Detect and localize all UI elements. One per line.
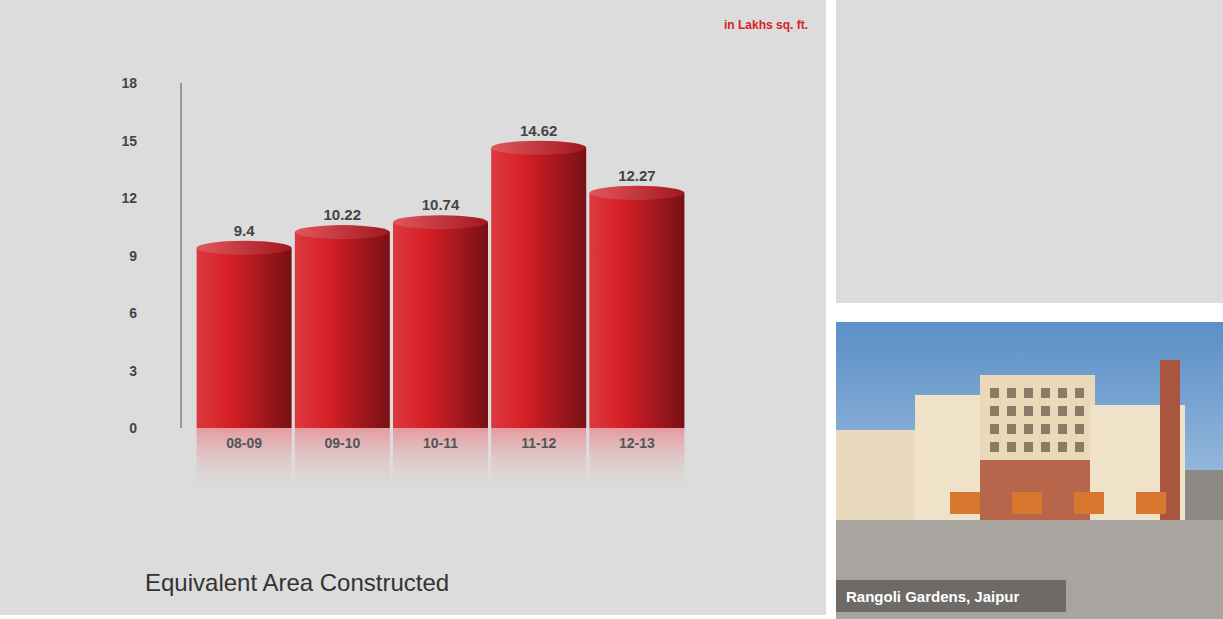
window: [1024, 406, 1033, 416]
data-label: 10.22: [324, 206, 362, 223]
window: [1041, 442, 1050, 452]
y-tick-label: 0: [129, 420, 137, 436]
window: [1024, 442, 1033, 452]
bar: [295, 232, 390, 428]
gate: [1012, 492, 1042, 514]
window: [1007, 388, 1016, 398]
unit-label: in Lakhs sq. ft.: [724, 18, 808, 32]
window: [1075, 442, 1084, 452]
y-axis-line: [181, 83, 182, 428]
gate: [1074, 492, 1104, 514]
x-tick-label: 12-13: [619, 435, 655, 451]
data-label: 12.27: [618, 167, 656, 184]
window: [1075, 406, 1084, 416]
caption-bg: [836, 580, 1066, 612]
y-tick-label: 12: [121, 190, 137, 206]
window: [1058, 442, 1067, 452]
window: [1041, 424, 1050, 434]
bar-reflection: [295, 428, 390, 498]
bar-reflection: [491, 428, 586, 498]
bars: [197, 141, 685, 428]
chart-title: Equivalent Area Constructed: [145, 569, 449, 596]
bar-reflection: [197, 428, 292, 498]
window: [1075, 388, 1084, 398]
window: [1007, 424, 1016, 434]
x-tick-label: 09-10: [324, 435, 360, 451]
sky: [836, 322, 1223, 619]
y-tick-label: 3: [129, 363, 137, 379]
photo-caption: Rangoli Gardens, Jaipur: [846, 588, 1020, 605]
y-tick-label: 18: [121, 75, 137, 91]
window: [1058, 424, 1067, 434]
building: [836, 430, 926, 520]
window: [1041, 388, 1050, 398]
window: [1041, 406, 1050, 416]
road: [836, 520, 1223, 619]
bar: [491, 148, 586, 428]
x-tick-label: 10-11: [423, 435, 458, 451]
bar-cap: [197, 241, 292, 255]
window: [1007, 406, 1016, 416]
window: [990, 442, 999, 452]
window: [1024, 424, 1033, 434]
bar: [393, 222, 488, 428]
bar-reflection: [393, 428, 488, 498]
bar: [589, 193, 684, 428]
bar-group: [589, 186, 684, 428]
bar-cap: [295, 225, 390, 239]
bar-reflection: [589, 428, 684, 498]
data-label: 10.74: [422, 196, 460, 213]
x-tick-label: 11-12: [521, 435, 556, 451]
building: [915, 395, 985, 520]
window: [990, 406, 999, 416]
bar-group: [295, 225, 390, 428]
window: [1075, 424, 1084, 434]
window: [1007, 442, 1016, 452]
data-label: 9.4: [234, 222, 256, 239]
y-tick-label: 9: [129, 248, 137, 264]
bar-cap: [393, 215, 488, 229]
data-label: 14.62: [520, 122, 558, 139]
blank-panel: [836, 0, 1223, 303]
chart-panel: [0, 0, 826, 615]
bar-group: [491, 141, 586, 428]
bar-group: [393, 215, 488, 428]
window: [1058, 406, 1067, 416]
window: [990, 388, 999, 398]
x-tick-label: 08-09: [226, 435, 262, 451]
y-tick-label: 6: [129, 305, 137, 321]
bar-group: [197, 241, 292, 428]
window: [1024, 388, 1033, 398]
stage: 0 3 6 9 12 15 18 9.4 08-09 10.22 09-10 10.74 10-11 14…: [0, 0, 1223, 619]
window: [1058, 388, 1067, 398]
gate: [1136, 492, 1166, 514]
photo: Rangoli Gardens, Jaipur: [836, 322, 1223, 619]
bar-cap: [491, 141, 586, 155]
bar-cap: [589, 186, 684, 200]
bar: [197, 248, 292, 428]
window: [990, 424, 999, 434]
gate: [950, 492, 980, 514]
y-tick-label: 15: [121, 133, 137, 149]
